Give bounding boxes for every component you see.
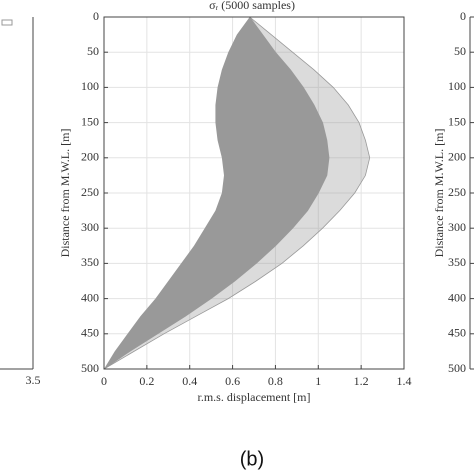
y-tick-label: 300: [448, 220, 466, 234]
x-tick-label: 3.5: [26, 373, 41, 387]
x-tick-label: 0.2: [139, 374, 154, 388]
envelope-line: [103, 16, 330, 370]
sample-core: [104, 17, 329, 369]
x-tick-label: 1.2: [354, 374, 369, 388]
y-tick-label: 350: [81, 255, 99, 269]
y-tick-label: 50: [454, 44, 466, 58]
plot-frame: [103, 16, 405, 370]
x-tick-label: 0.6: [225, 374, 240, 388]
x-tick-label: 0.8: [268, 374, 283, 388]
x-axis-label: r.m.s. displacement [m]: [198, 390, 311, 404]
y-tick-label: 400: [448, 290, 466, 304]
x-tick-label: 1.4: [397, 374, 412, 388]
caption: (b): [240, 448, 264, 470]
y-tick-label: 450: [448, 326, 466, 340]
y-tick-label: 250: [448, 185, 466, 199]
y-tick-label: 100: [448, 79, 466, 93]
y-tick-label: 200: [81, 150, 99, 164]
y-tick-label: 300: [81, 220, 99, 234]
y-tick-label: 500: [448, 361, 466, 375]
envelope-line: [103, 16, 371, 370]
chart-title: σᵣ (5000 samples): [209, 0, 295, 12]
x-tick-label: 0: [101, 374, 107, 388]
y-tick-label: 400: [81, 290, 99, 304]
y-tick-label: 350: [448, 255, 466, 269]
y-tick-label: 150: [81, 114, 99, 128]
y-tick-label: 50: [87, 44, 99, 58]
y-tick-label: 0: [460, 9, 466, 23]
x-tick-label: 1: [315, 374, 321, 388]
y-tick-label: 0: [93, 9, 99, 23]
y-tick-label: 250: [81, 185, 99, 199]
y-tick-label: 200: [448, 150, 466, 164]
x-tick-label: 0.4: [182, 374, 197, 388]
y-tick-label: 500: [81, 361, 99, 375]
y-tick-label: 150: [448, 114, 466, 128]
legend-fragment: [1, 19, 13, 26]
y-axis-label: Distance from M.W.L. [m]: [432, 129, 446, 258]
y-tick-label: 100: [81, 79, 99, 93]
y-tick-label: 450: [81, 326, 99, 340]
y-axis-label: Distance from M.W.L. [m]: [58, 129, 72, 258]
